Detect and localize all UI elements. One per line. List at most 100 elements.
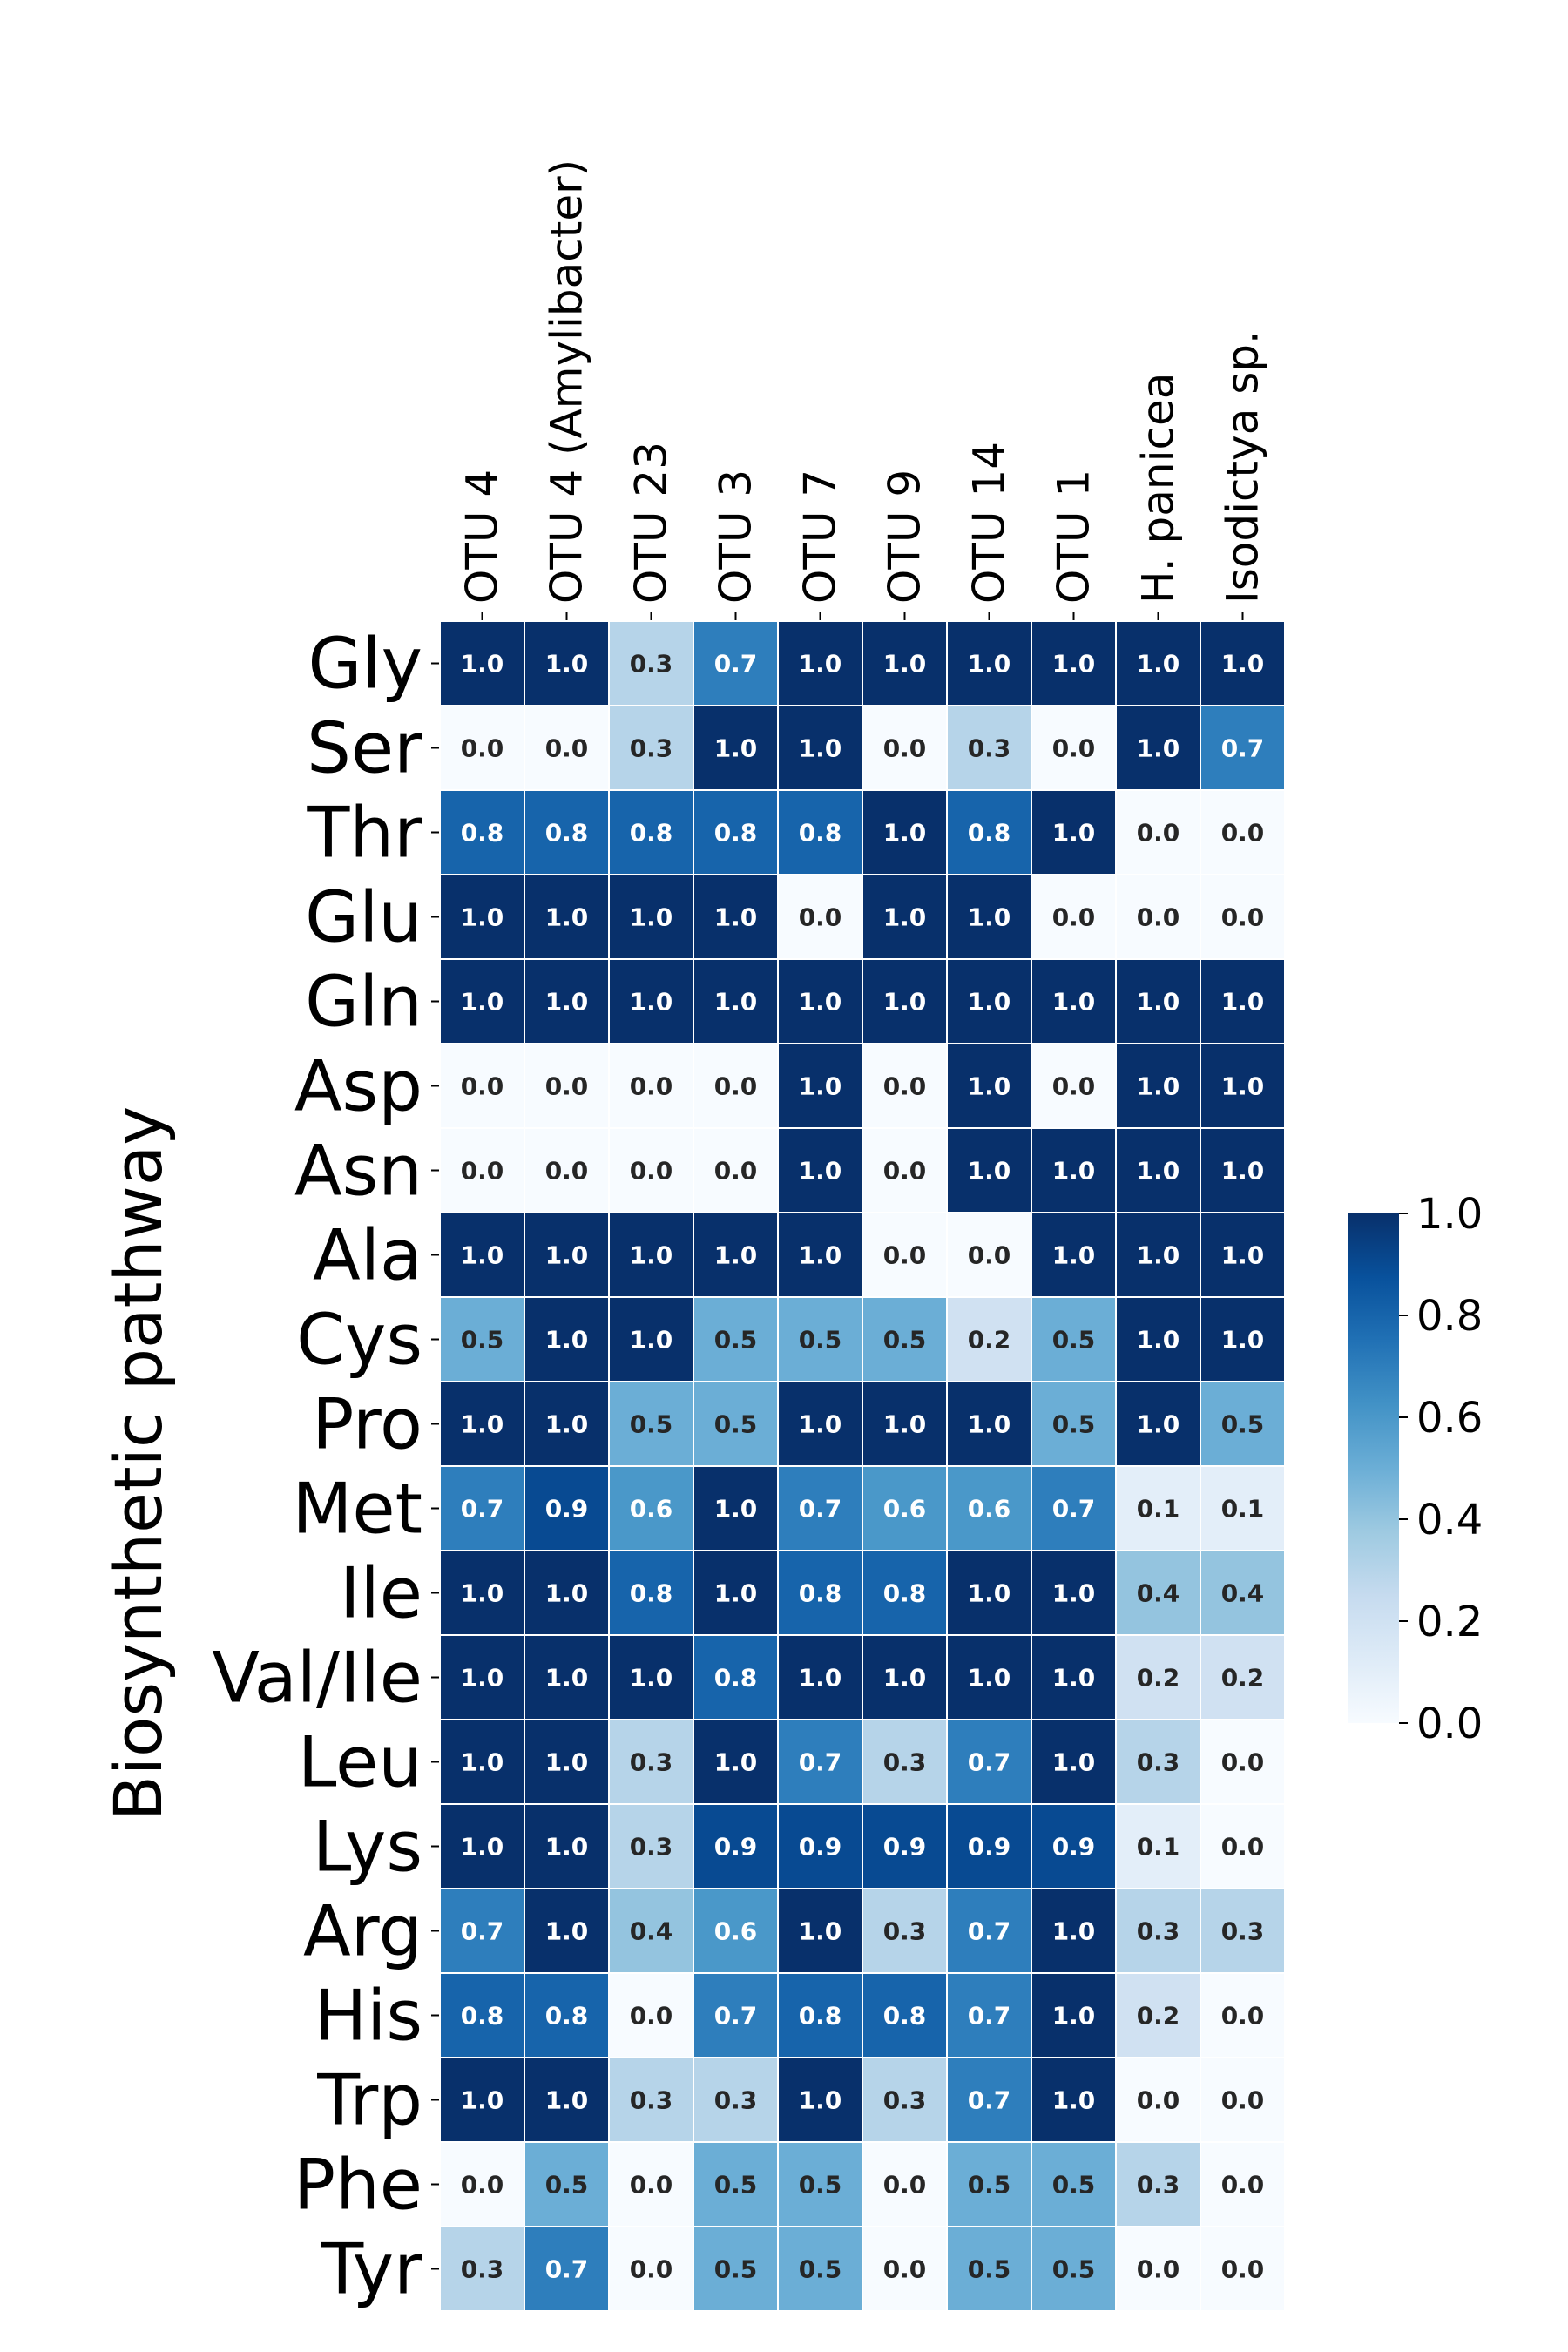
heatmap-cell: [777, 874, 863, 960]
cell-value-label: 1.0: [1137, 988, 1180, 1017]
heatmap-cell: [608, 705, 694, 791]
colorbar-tick-label: 0.8: [1416, 1292, 1483, 1341]
row-label: Gln: [305, 962, 422, 1043]
cell-value-label: 0.1: [1137, 1495, 1180, 1524]
cell-value-label: 1.0: [1052, 2002, 1096, 2031]
heatmap-cell: [439, 2141, 525, 2227]
cell-value-label: 1.0: [883, 903, 927, 932]
cell-value-label: 0.1: [1221, 1495, 1265, 1524]
cell-value-label: 0.4: [1221, 1579, 1265, 1608]
cell-value-label: 0.3: [883, 1748, 927, 1777]
heatmap-cell: [1031, 1296, 1117, 1382]
cell-value-label: 0.8: [799, 1579, 842, 1608]
cell-value-label: 1.0: [545, 1579, 589, 1608]
cell-value-label: 1.0: [1137, 650, 1180, 679]
cell-value-label: 0.7: [714, 2002, 758, 2031]
heatmap-cell: [693, 1888, 779, 1974]
cell-value-label: 0.5: [883, 1326, 927, 1355]
cell-value-label: 0.6: [968, 1495, 1011, 1524]
cell-value-label: 1.0: [799, 1241, 842, 1270]
heatmap-cell: [439, 1550, 525, 1636]
cell-value-label: 1.0: [461, 2086, 504, 2115]
heatmap-cell: [1200, 705, 1286, 791]
cell-value-label: 1.0: [968, 1579, 1011, 1608]
heatmap-cell: [608, 1465, 694, 1551]
heatmap-cell: [862, 2141, 948, 2227]
cell-value-label: 0.0: [1137, 2255, 1180, 2284]
heatmap-cell: [777, 1719, 863, 1805]
heatmap-cell: [1115, 1972, 1201, 2058]
heatmap-cell: [862, 1465, 948, 1551]
heatmap-cell: [862, 620, 948, 706]
heatmap-cell: [439, 1634, 525, 1720]
row-label: Ala: [313, 1215, 422, 1296]
cell-value-label: 1.0: [630, 988, 673, 1017]
cell-value-label: 0.7: [968, 1917, 1011, 1946]
cell-value-label: 0.8: [545, 2002, 589, 2031]
heatmap-cell: [608, 1043, 694, 1129]
row-labels: GlySerThrGluGlnAspAsnAlaCysProMetIleVal/…: [212, 624, 440, 2310]
cell-value-label: 1.0: [1137, 1157, 1180, 1186]
cell-value-label: 0.0: [1052, 903, 1096, 932]
cell-value-label: 1.0: [1137, 1410, 1180, 1439]
cell-value-label: 1.0: [1052, 1748, 1096, 1777]
heatmap-cell: [1031, 1719, 1117, 1805]
heatmap-cell: [524, 1127, 610, 1213]
heatmap-cell: [1200, 1550, 1286, 1636]
cell-value-label: 1.0: [1052, 1917, 1096, 1946]
colorbar-gradient: [1348, 1213, 1399, 1723]
cell-value-label: 0.0: [1052, 734, 1096, 763]
cell-value-label: 1.0: [799, 1410, 842, 1439]
heatmap-cell: [1200, 1212, 1286, 1298]
cell-value-label: 1.0: [461, 903, 504, 932]
heatmap-cell: [946, 1465, 1032, 1551]
colorbar-tick-label: 0.6: [1416, 1394, 1483, 1443]
heatmap-cell: [1200, 1972, 1286, 2058]
row-label: Trp: [316, 2060, 422, 2141]
cell-value-label: 0.0: [1137, 819, 1180, 848]
heatmap-cell: [608, 1127, 694, 1213]
heatmap-cell: [777, 789, 863, 875]
heatmap-cell: [1115, 705, 1201, 791]
heatmap-cell: [439, 2226, 525, 2312]
heatmap-cell: [1115, 1127, 1201, 1213]
column-label: OTU 9: [880, 470, 930, 604]
cell-value-label: 1.0: [1052, 650, 1096, 679]
heatmap-cell: [777, 958, 863, 1044]
heatmap-cell: [608, 1381, 694, 1467]
cell-value-label: 0.7: [461, 1495, 504, 1524]
heatmap-cell: [608, 789, 694, 875]
heatmap-cell: [524, 1550, 610, 1636]
heatmap-cell: [1115, 1296, 1201, 1382]
cell-value-label: 0.9: [968, 1833, 1011, 1862]
cell-value-label: 0.5: [799, 2255, 842, 2284]
cell-value-label: 0.5: [714, 2171, 758, 2200]
cell-value-label: 0.8: [714, 819, 758, 848]
cell-value-label: 0.0: [883, 1072, 927, 1101]
row-label: Asp: [294, 1046, 422, 1127]
cell-value-label: 0.0: [1221, 1748, 1265, 1777]
cell-value-label: 0.8: [630, 819, 673, 848]
cell-value-label: 0.7: [799, 1495, 842, 1524]
heatmap-cell: [862, 1803, 948, 1889]
heatmap-cell: [1031, 620, 1117, 706]
cell-value-label: 0.8: [545, 819, 589, 848]
cell-value-label: 0.4: [630, 1917, 673, 1946]
heatmap-cell: [862, 2057, 948, 2143]
cell-value-label: 0.5: [714, 1326, 758, 1355]
cell-value-label: 1.0: [1221, 1072, 1265, 1101]
heatmap-cell: [777, 1381, 863, 1467]
cell-value-label: 0.0: [968, 1241, 1011, 1270]
cell-value-label: 0.0: [461, 2171, 504, 2200]
cell-value-label: 0.0: [461, 1157, 504, 1186]
cell-value-label: 1.0: [799, 2086, 842, 2115]
heatmap-cell: [1200, 2226, 1286, 2312]
heatmap-cell: [693, 705, 779, 791]
heatmap-cell: [946, 1634, 1032, 1720]
heatmap-cell: [1115, 1803, 1201, 1889]
row-label: Pro: [312, 1384, 422, 1465]
cell-value-label: 1.0: [968, 1072, 1011, 1101]
heatmap-cell: [608, 1550, 694, 1636]
heatmap-cell: [1031, 1550, 1117, 1636]
heatmap-cell: [946, 1888, 1032, 1974]
